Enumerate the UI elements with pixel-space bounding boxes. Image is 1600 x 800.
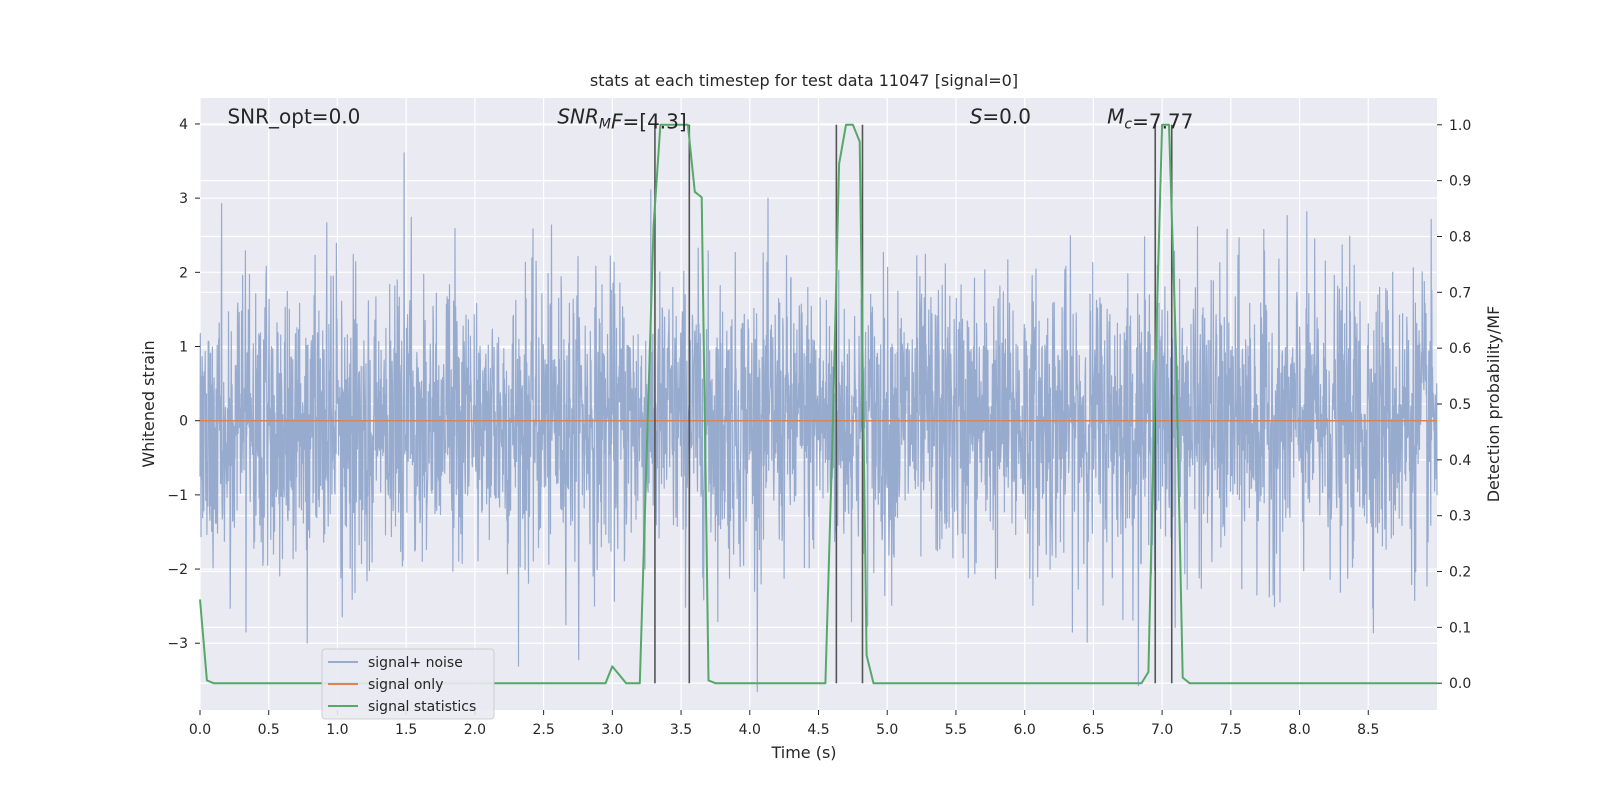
x-tick-label: 2.5 — [532, 722, 554, 738]
noise-trace — [199, 152, 1438, 693]
x-tick-label: 5.0 — [876, 722, 898, 738]
y2-tick-label: 1.0 — [1449, 118, 1471, 134]
annotation-part: =[4.3] — [623, 110, 687, 134]
y2-tick-label: 0.0 — [1449, 676, 1471, 692]
annotation-part: =0.0 — [982, 105, 1031, 129]
y-tick-label: 0 — [179, 414, 188, 430]
annotation: SNR_opt=0.0 — [227, 105, 360, 129]
y2-tick-label: 0.6 — [1449, 341, 1471, 357]
y2-tick-label: 0.3 — [1449, 509, 1471, 525]
y-tick-label: 4 — [179, 117, 188, 133]
y-axis-right: 1.0 0.9 0.8 0.7 0.6 0.5 0.4 0.3 0.2 0.1 0.0 — [1437, 118, 1471, 692]
y2-tick-label: 0.9 — [1449, 174, 1471, 190]
y-axis-label: Whitened strain — [139, 340, 158, 467]
x-tick-label: 2.0 — [464, 722, 486, 738]
annotation: S=0.0 — [970, 105, 1031, 129]
x-tick-label: 6.0 — [1014, 722, 1036, 738]
y2-tick-label: 0.7 — [1449, 285, 1471, 301]
annotation-part: S — [970, 105, 983, 129]
legend-label: signal+ noise — [368, 655, 463, 671]
y-tick-label: −1 — [167, 488, 188, 504]
x-tick-label: 3.5 — [670, 722, 692, 738]
y-tick-label: 2 — [179, 265, 188, 281]
legend-label: signal statistics — [368, 699, 476, 715]
x-tick-label: 7.0 — [1151, 722, 1173, 738]
y2-tick-label: 0.8 — [1449, 229, 1471, 245]
series-line-signal-statistics — [199, 123, 1437, 685]
annotation-part: SNR_opt=0.0 — [227, 105, 360, 129]
x-tick-label: 8.5 — [1357, 722, 1379, 738]
y-tick-label: 3 — [179, 191, 188, 207]
x-tick-label: 6.5 — [1082, 722, 1104, 738]
annotation-part: SNR — [557, 105, 599, 129]
y-tick-label: −2 — [167, 562, 188, 578]
chart-title: stats at each timestep for test data 110… — [590, 71, 1018, 90]
annotation-part: =7.77 — [1132, 110, 1193, 134]
x-tick-label: 3.0 — [601, 722, 623, 738]
y2-tick-label: 0.5 — [1449, 397, 1471, 413]
x-tick-label: 7.5 — [1220, 722, 1242, 738]
legend-label: signal only — [368, 677, 443, 693]
x-axis-label: Time (s) — [770, 743, 836, 762]
annotation-part: F — [611, 110, 623, 134]
x-tick-label: 4.0 — [739, 722, 761, 738]
series-line-signal-noise — [199, 152, 1438, 693]
annotation: Mc=7.77 — [1107, 105, 1193, 134]
annotations: SNR_opt=0.0 SNRMF=[4.3] S=0.0 Mc=7.77 — [227, 105, 1193, 134]
y2-tick-label: 0.1 — [1449, 620, 1471, 636]
annotation-part: c — [1124, 117, 1132, 133]
x-tick-label: 1.0 — [326, 722, 348, 738]
x-tick-label: 5.5 — [945, 722, 967, 738]
annotation-part: M — [1107, 105, 1124, 129]
y-axis-left: 4 3 2 1 0 −1 −2 −3 — [167, 117, 200, 652]
x-tick-label: 4.5 — [807, 722, 829, 738]
y-tick-label: 1 — [179, 340, 188, 356]
x-tick-label: 8.0 — [1288, 722, 1310, 738]
stats-trace — [199, 123, 1437, 685]
y2-tick-label: 0.2 — [1449, 565, 1471, 581]
x-tick-label: 0.0 — [189, 722, 211, 738]
y2-axis-label: Detection probability/MF — [1484, 306, 1503, 503]
y-tick-label: −3 — [167, 636, 188, 652]
x-tick-label: 1.5 — [395, 722, 417, 738]
x-tick-label: 0.5 — [258, 722, 280, 738]
annotation: SNRMF=[4.3] — [557, 105, 686, 134]
x-axis: 0.0 0.5 1.0 1.5 2.0 2.5 3.0 3.5 4.0 4.5 5.0 5.5 6.0 6… — [189, 710, 1379, 738]
legend-box — [321, 648, 495, 720]
legend: signal+ noise signal only signal statistic… — [321, 648, 495, 720]
annotation-part: M — [599, 117, 611, 133]
y2-tick-label: 0.4 — [1449, 453, 1471, 469]
